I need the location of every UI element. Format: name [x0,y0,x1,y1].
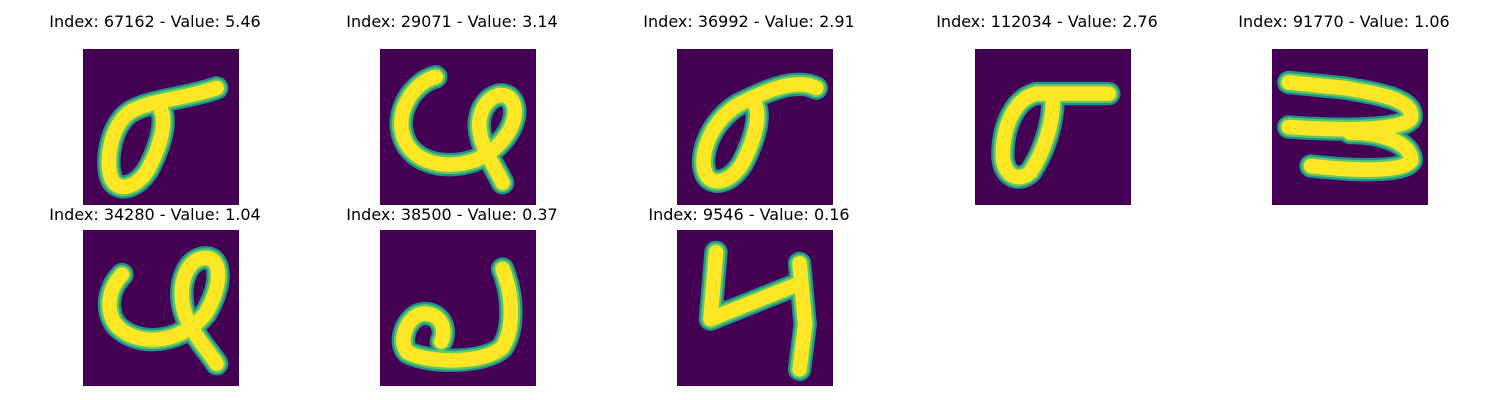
digit-image [677,230,833,386]
glyph-stroke [391,257,523,373]
panel-4: Index: 112034 - Value: 2.76 [897,12,1197,205]
panel-title: Index: 67162 - Value: 5.46 [49,12,261,31]
panel-title: Index: 38500 - Value: 0.37 [346,205,558,224]
panel-title: Index: 34280 - Value: 1.04 [49,205,261,224]
panel-8: Index: 9546 - Value: 0.16 [599,205,899,390]
digit-image [1272,49,1428,205]
glyph-svg [380,230,536,386]
glyph-stroke [389,65,527,195]
digit-image [83,49,239,205]
glyph-stroke [991,81,1121,189]
panel-7: Index: 38500 - Value: 0.37 [302,205,602,390]
digit-image [677,49,833,205]
glyph-svg [975,49,1131,205]
panel-1: Index: 67162 - Value: 5.46 [5,12,305,205]
glyph-stroke [698,240,817,381]
glyph-stroke [97,246,230,376]
panel-title: Index: 29071 - Value: 3.14 [346,12,558,31]
glyph-svg [677,49,833,205]
panel-5: Index: 91770 - Value: 1.06 [1194,12,1494,205]
digit-image [83,230,239,386]
panel-2: Index: 29071 - Value: 3.14 [302,12,602,205]
glyph-svg [1272,49,1428,205]
glyph-svg [83,230,239,386]
panel-title: Index: 91770 - Value: 1.06 [1238,12,1450,31]
glyph-stroke [691,72,828,193]
panel-6: Index: 34280 - Value: 1.04 [5,205,305,390]
glyph-stroke [1277,70,1423,182]
glyph-svg [677,230,833,386]
glyph-svg [380,49,536,205]
glyph-svg [83,49,239,205]
digit-image [380,230,536,386]
digit-image [380,49,536,205]
panel-title: Index: 36992 - Value: 2.91 [643,12,855,31]
panel-3: Index: 36992 - Value: 2.91 [599,12,899,205]
panel-title: Index: 112034 - Value: 2.76 [936,12,1158,31]
glyph-stroke [97,76,229,199]
digit-image [975,49,1131,205]
panel-title: Index: 9546 - Value: 0.16 [648,205,850,224]
